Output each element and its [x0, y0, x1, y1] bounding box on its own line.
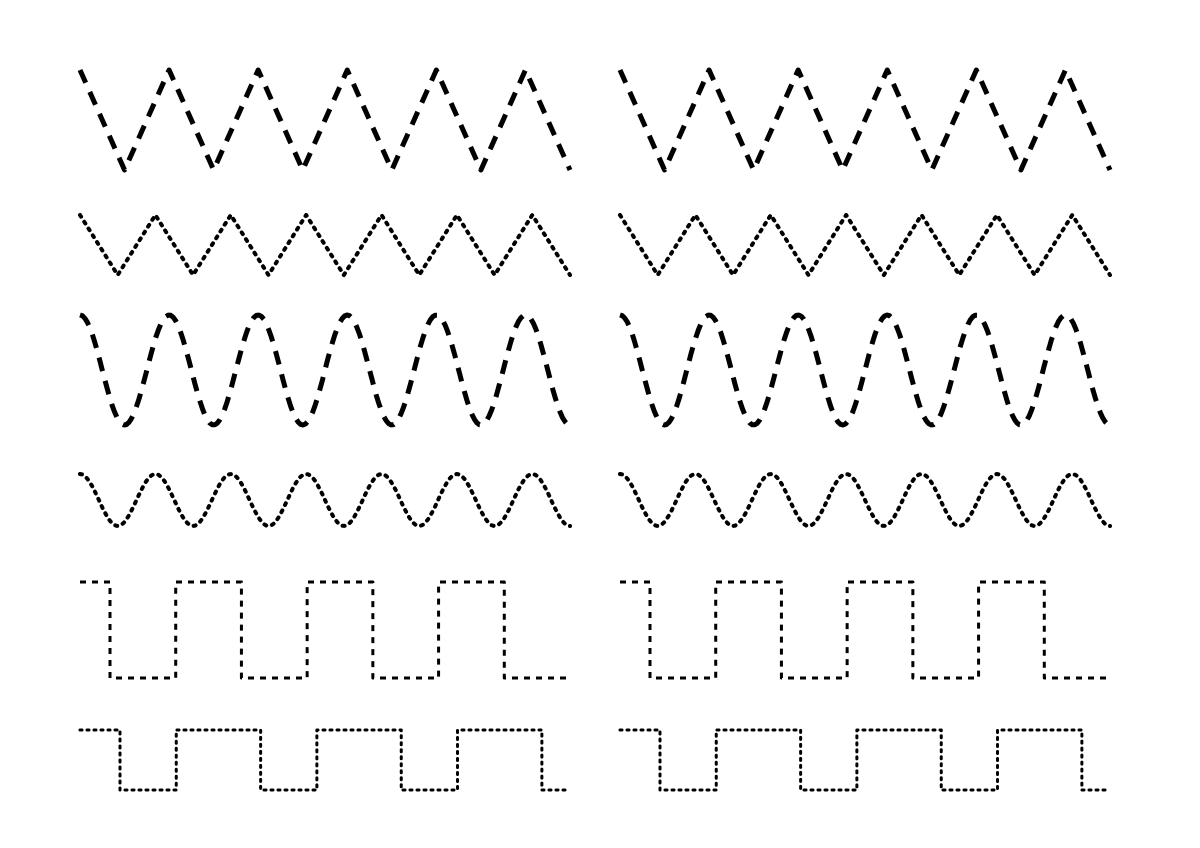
square-large-col1	[80, 582, 570, 678]
square-small-path	[620, 730, 1110, 790]
square-large-path	[80, 582, 570, 678]
square-small-col1	[80, 730, 570, 790]
wave-large-col1	[80, 315, 570, 425]
zigzag-large-path	[80, 70, 570, 170]
wave-small-path	[620, 474, 1110, 526]
wave-large-path	[620, 315, 1110, 425]
wave-small-col2	[620, 474, 1110, 526]
square-large-col2	[620, 582, 1110, 678]
wave-small-col1	[80, 474, 570, 526]
wave-small-path	[80, 474, 570, 526]
square-large-path	[620, 582, 1110, 678]
wave-large-path	[80, 315, 570, 425]
zigzag-small-path	[620, 215, 1110, 275]
square-small-col2	[620, 730, 1110, 790]
wave-large-col2	[620, 315, 1110, 425]
zigzag-large-path	[620, 70, 1110, 170]
square-small-path	[80, 730, 570, 790]
zigzag-large-col2	[620, 70, 1110, 170]
zigzag-small-path	[80, 215, 570, 275]
tracing-worksheet	[0, 0, 1200, 848]
zigzag-small-col2	[620, 215, 1110, 275]
zigzag-small-col1	[80, 215, 570, 275]
zigzag-large-col1	[80, 70, 570, 170]
